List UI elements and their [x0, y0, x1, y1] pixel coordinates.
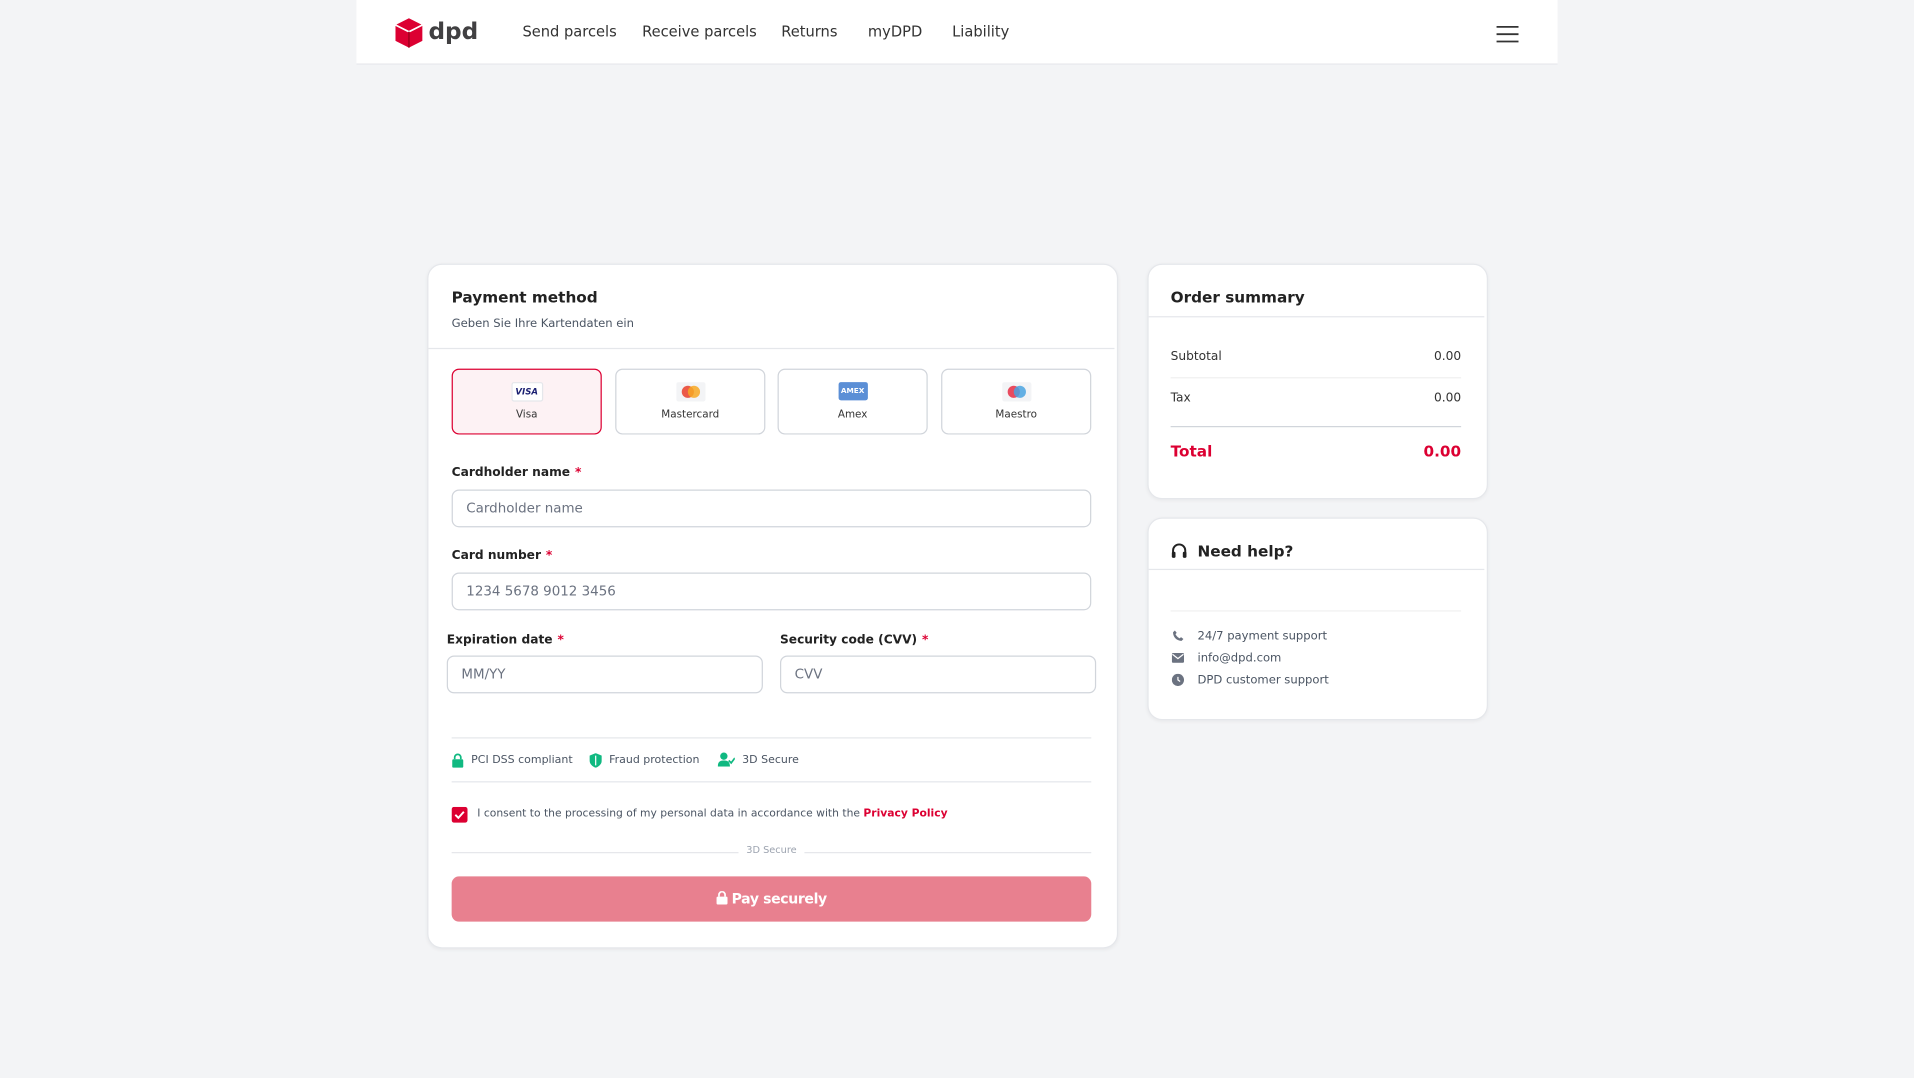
visa-logo: VISA: [510, 382, 543, 402]
summary-title: Order summary: [1170, 288, 1305, 307]
cvv-input[interactable]: [780, 655, 1097, 694]
shield-icon: [589, 753, 602, 768]
option-label: Amex: [837, 408, 868, 422]
nav-link[interactable]: Receive parcels: [642, 23, 757, 41]
help-title: Need help?: [1197, 541, 1294, 561]
cardholder-input[interactable]: [451, 489, 1092, 528]
divider: [1148, 316, 1485, 318]
consent-text: I consent to the processing of my person…: [477, 808, 947, 820]
help-item: 24/7 payment support: [1197, 629, 1328, 644]
divider: [1148, 568, 1485, 571]
row-label: Subtotal: [1170, 350, 1222, 364]
payment-option[interactable]: Maestro: [941, 368, 1092, 435]
mail-icon: [1171, 653, 1185, 663]
total-value: 0.00: [1423, 441, 1462, 461]
divider-label: 3D Secure: [746, 844, 797, 856]
badge: PCI DSS compliant: [471, 754, 573, 767]
field-label: Cardholder name *: [452, 466, 582, 479]
label-text: Card number: [451, 549, 542, 563]
help-card: [1147, 517, 1488, 721]
amex-logo: AMEX: [837, 382, 868, 401]
logo-text[interactable]: dpd: [428, 18, 479, 46]
divider: [1170, 426, 1462, 428]
section-subtitle: Geben Sie Ihre Kartendaten ein: [451, 317, 634, 331]
nav-link[interactable]: Send parcels: [522, 23, 617, 41]
row-value: 0.00: [1433, 350, 1462, 364]
total-label: Total: [1170, 441, 1213, 461]
divider: [1170, 610, 1462, 612]
required-mark: *: [545, 549, 553, 563]
divider: [451, 737, 1092, 739]
button-label: Pay securely: [731, 889, 828, 907]
field-label: Expiration date *: [447, 634, 564, 647]
help-item: DPD customer support: [1197, 673, 1329, 688]
summary-card: [1147, 263, 1488, 500]
mastercard-logo: [675, 382, 705, 402]
option-label: Mastercard: [661, 408, 720, 422]
section-title: Payment method: [451, 288, 598, 307]
divider: [428, 347, 1115, 350]
clock-icon: [1171, 673, 1185, 687]
option-label: Visa: [515, 408, 538, 422]
help-item[interactable]: info@dpd.com: [1197, 651, 1282, 666]
payment-option[interactable]: VISA Visa: [451, 368, 602, 435]
privacy-link[interactable]: Privacy Policy: [863, 808, 948, 821]
divider: [804, 852, 1092, 854]
card-number-input[interactable]: [451, 572, 1092, 611]
lock-icon: [716, 890, 728, 905]
nav-link[interactable]: Liability: [952, 23, 1010, 41]
logo-icon: [395, 18, 423, 48]
nav-link[interactable]: Returns: [781, 23, 838, 41]
label-text: Security code (CVV): [780, 633, 918, 647]
headset-icon: [1171, 543, 1187, 558]
field-label: Card number *: [452, 549, 553, 562]
label-text: Expiration date: [446, 633, 553, 647]
required-mark: *: [922, 633, 929, 647]
payment-option[interactable]: AMEX Amex: [777, 368, 928, 435]
row-value: 0.00: [1433, 391, 1462, 406]
field-label: Security code (CVV) *: [780, 634, 928, 647]
expiry-input[interactable]: [446, 655, 763, 694]
divider: [451, 781, 1092, 783]
label-text: Cardholder name: [451, 466, 571, 480]
payment-option[interactable]: Mastercard: [615, 368, 766, 435]
maestro-logo: [1001, 382, 1031, 402]
user-check-icon: [717, 752, 735, 767]
row-label: Tax: [1170, 391, 1191, 406]
nav-link[interactable]: myDPD: [867, 23, 923, 41]
divider: [451, 852, 739, 854]
phone-icon: [1173, 630, 1184, 641]
lock-icon: [452, 753, 464, 768]
option-label: Maestro: [995, 408, 1037, 422]
badge: 3D Secure: [742, 754, 799, 767]
consent-label: I consent to the processing of my person…: [477, 808, 860, 821]
consent-checkbox[interactable]: [451, 806, 468, 823]
required-mark: *: [557, 633, 564, 647]
menu-button[interactable]: [1496, 25, 1519, 43]
divider: [1170, 377, 1462, 379]
badge: Fraud protection: [609, 754, 700, 767]
required-mark: *: [574, 466, 582, 480]
pay-button[interactable]: Pay securely: [451, 876, 1092, 922]
header: [356, 0, 1558, 65]
